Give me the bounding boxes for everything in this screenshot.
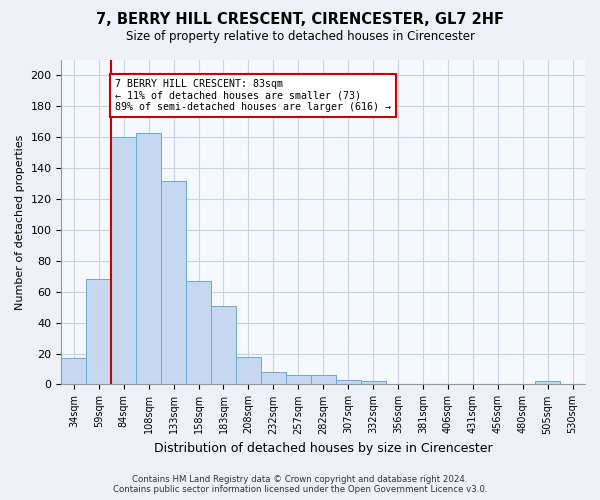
Bar bbox=[186, 281, 211, 384]
Bar bbox=[361, 382, 386, 384]
Text: 7 BERRY HILL CRESCENT: 83sqm
← 11% of detached houses are smaller (73)
89% of se: 7 BERRY HILL CRESCENT: 83sqm ← 11% of de… bbox=[115, 78, 391, 112]
Bar bbox=[286, 375, 311, 384]
Bar bbox=[335, 380, 361, 384]
Text: Size of property relative to detached houses in Cirencester: Size of property relative to detached ho… bbox=[125, 30, 475, 43]
Text: Contains HM Land Registry data © Crown copyright and database right 2024.
Contai: Contains HM Land Registry data © Crown c… bbox=[113, 474, 487, 494]
X-axis label: Distribution of detached houses by size in Cirencester: Distribution of detached houses by size … bbox=[154, 442, 493, 455]
Bar bbox=[261, 372, 286, 384]
Bar bbox=[311, 375, 335, 384]
Bar bbox=[86, 280, 111, 384]
Bar bbox=[161, 180, 186, 384]
Text: 7, BERRY HILL CRESCENT, CIRENCESTER, GL7 2HF: 7, BERRY HILL CRESCENT, CIRENCESTER, GL7… bbox=[96, 12, 504, 28]
Y-axis label: Number of detached properties: Number of detached properties bbox=[15, 134, 25, 310]
Bar bbox=[111, 137, 136, 384]
Bar bbox=[136, 132, 161, 384]
Bar bbox=[535, 382, 560, 384]
Bar bbox=[211, 306, 236, 384]
Bar bbox=[236, 356, 261, 384]
Bar bbox=[61, 358, 86, 384]
